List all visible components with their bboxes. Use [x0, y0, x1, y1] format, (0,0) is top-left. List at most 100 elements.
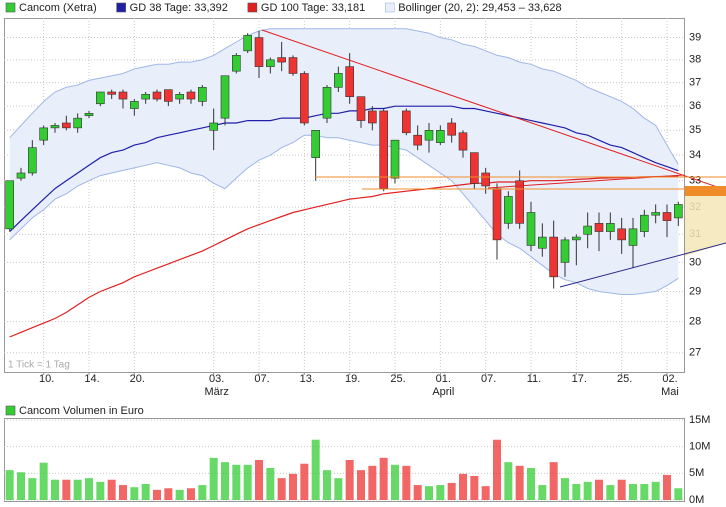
- legend-swatch: [5, 2, 16, 13]
- y-tick-label: 10M: [689, 441, 710, 453]
- y-tick-label: 36: [689, 100, 701, 112]
- volume-bar: [379, 457, 388, 500]
- y-tick-label: 30: [689, 256, 701, 268]
- candle-body: [402, 110, 411, 134]
- moving-average: [9, 105, 679, 233]
- month-label: April: [432, 386, 454, 398]
- volume-bar: [493, 439, 501, 500]
- candle-body: [481, 172, 490, 187]
- y-tick-label: 39: [689, 31, 701, 43]
- candle-body: [107, 91, 116, 95]
- candle-body: [515, 180, 524, 224]
- volume-bar: [73, 479, 82, 500]
- volume-bar: [368, 465, 377, 500]
- candle-body: [334, 73, 343, 88]
- volume-bar: [187, 488, 195, 500]
- volume-bar: [62, 479, 71, 500]
- candle-body: [175, 94, 184, 100]
- y-tick-label: 38: [689, 54, 701, 66]
- x-tick-label: 19.: [345, 373, 360, 385]
- bollinger-lower: [9, 134, 679, 295]
- volume-bar: [549, 462, 558, 500]
- volume-bar: [436, 485, 445, 500]
- candle-body: [674, 204, 683, 219]
- candle-body: [436, 130, 445, 143]
- candle-body: [277, 57, 286, 63]
- legend-label: GD 38 Tage: 33,392: [130, 2, 228, 14]
- volume-bar: [515, 465, 524, 500]
- x-tick-label: 17.: [572, 373, 587, 385]
- volume-bar: [266, 468, 275, 500]
- trend-line: [261, 29, 726, 191]
- candle-body: [583, 225, 592, 235]
- x-tick-label: 10.: [39, 373, 54, 385]
- y-tick-label: 37: [689, 77, 701, 89]
- price-frame: [4, 18, 685, 373]
- volume-bar: [5, 470, 14, 500]
- candle-body: [73, 117, 82, 129]
- candle-body: [266, 59, 275, 67]
- volume-bar: [39, 462, 48, 500]
- candle-body: [651, 212, 660, 216]
- candle-body: [628, 228, 638, 246]
- x-tick-label: 11.: [527, 373, 541, 385]
- candle-body: [254, 37, 264, 67]
- candle-body: [356, 96, 366, 121]
- x-tick-label: 13.: [300, 373, 315, 385]
- volume-bar: [243, 464, 252, 500]
- volume-bar: [164, 488, 173, 500]
- volume-bar: [561, 478, 569, 500]
- volume-bar: [323, 470, 331, 500]
- volume-bar: [504, 462, 513, 500]
- legend: Cancom (Xetra) GD 38 Tage: 33,392 GD 100 T…: [5, 2, 562, 14]
- candle-body: [470, 152, 479, 184]
- volume-bar: [221, 462, 229, 500]
- x-tick-label: 01.: [436, 373, 451, 385]
- volume-bar: [357, 470, 365, 500]
- legend-swatch: [116, 2, 126, 13]
- legend-label: Cancom Volumen in Euro: [19, 405, 144, 417]
- volume-bar: [28, 478, 37, 500]
- candle-body: [300, 73, 309, 124]
- volume-bar: [300, 463, 309, 500]
- volume-bar: [85, 478, 93, 500]
- target-zone: [685, 196, 726, 256]
- trend-line: [559, 242, 726, 288]
- candle-body: [84, 113, 94, 117]
- candle-body: [288, 57, 298, 74]
- candle-body: [39, 127, 48, 141]
- volume-bar: [538, 485, 547, 500]
- volume-bar: [198, 485, 207, 500]
- volume-bar: [209, 457, 218, 500]
- volume-bar: [640, 484, 649, 500]
- candle-body: [447, 122, 456, 136]
- month-label: März: [204, 386, 228, 398]
- candle-body: [5, 180, 14, 230]
- candle-body: [549, 236, 558, 278]
- candle-body: [390, 139, 400, 179]
- volume-bar: [311, 439, 320, 500]
- candle-body: [152, 91, 162, 100]
- volume-bar: [663, 474, 671, 500]
- volume-bar: [470, 476, 479, 500]
- volume-bar: [255, 460, 263, 500]
- volume-bar: [277, 478, 286, 500]
- volume-bar: [572, 484, 581, 500]
- candle-body: [62, 122, 71, 129]
- candle-body: [209, 122, 218, 131]
- candle-body: [594, 223, 604, 232]
- volume-bar: [391, 464, 399, 500]
- candle-body: [345, 66, 354, 97]
- x-tick-label: 07.: [254, 373, 269, 385]
- candle-body: [186, 91, 196, 100]
- month-label: Mai: [661, 386, 679, 398]
- candle-body: [617, 228, 626, 241]
- volume-bar: [527, 468, 535, 500]
- volume-bar: [345, 460, 354, 500]
- volume-bar: [402, 465, 411, 500]
- y-tick-label: 35: [689, 124, 701, 136]
- moving-average: [9, 175, 679, 338]
- candle-body: [424, 130, 434, 141]
- volume-bar: [425, 486, 433, 500]
